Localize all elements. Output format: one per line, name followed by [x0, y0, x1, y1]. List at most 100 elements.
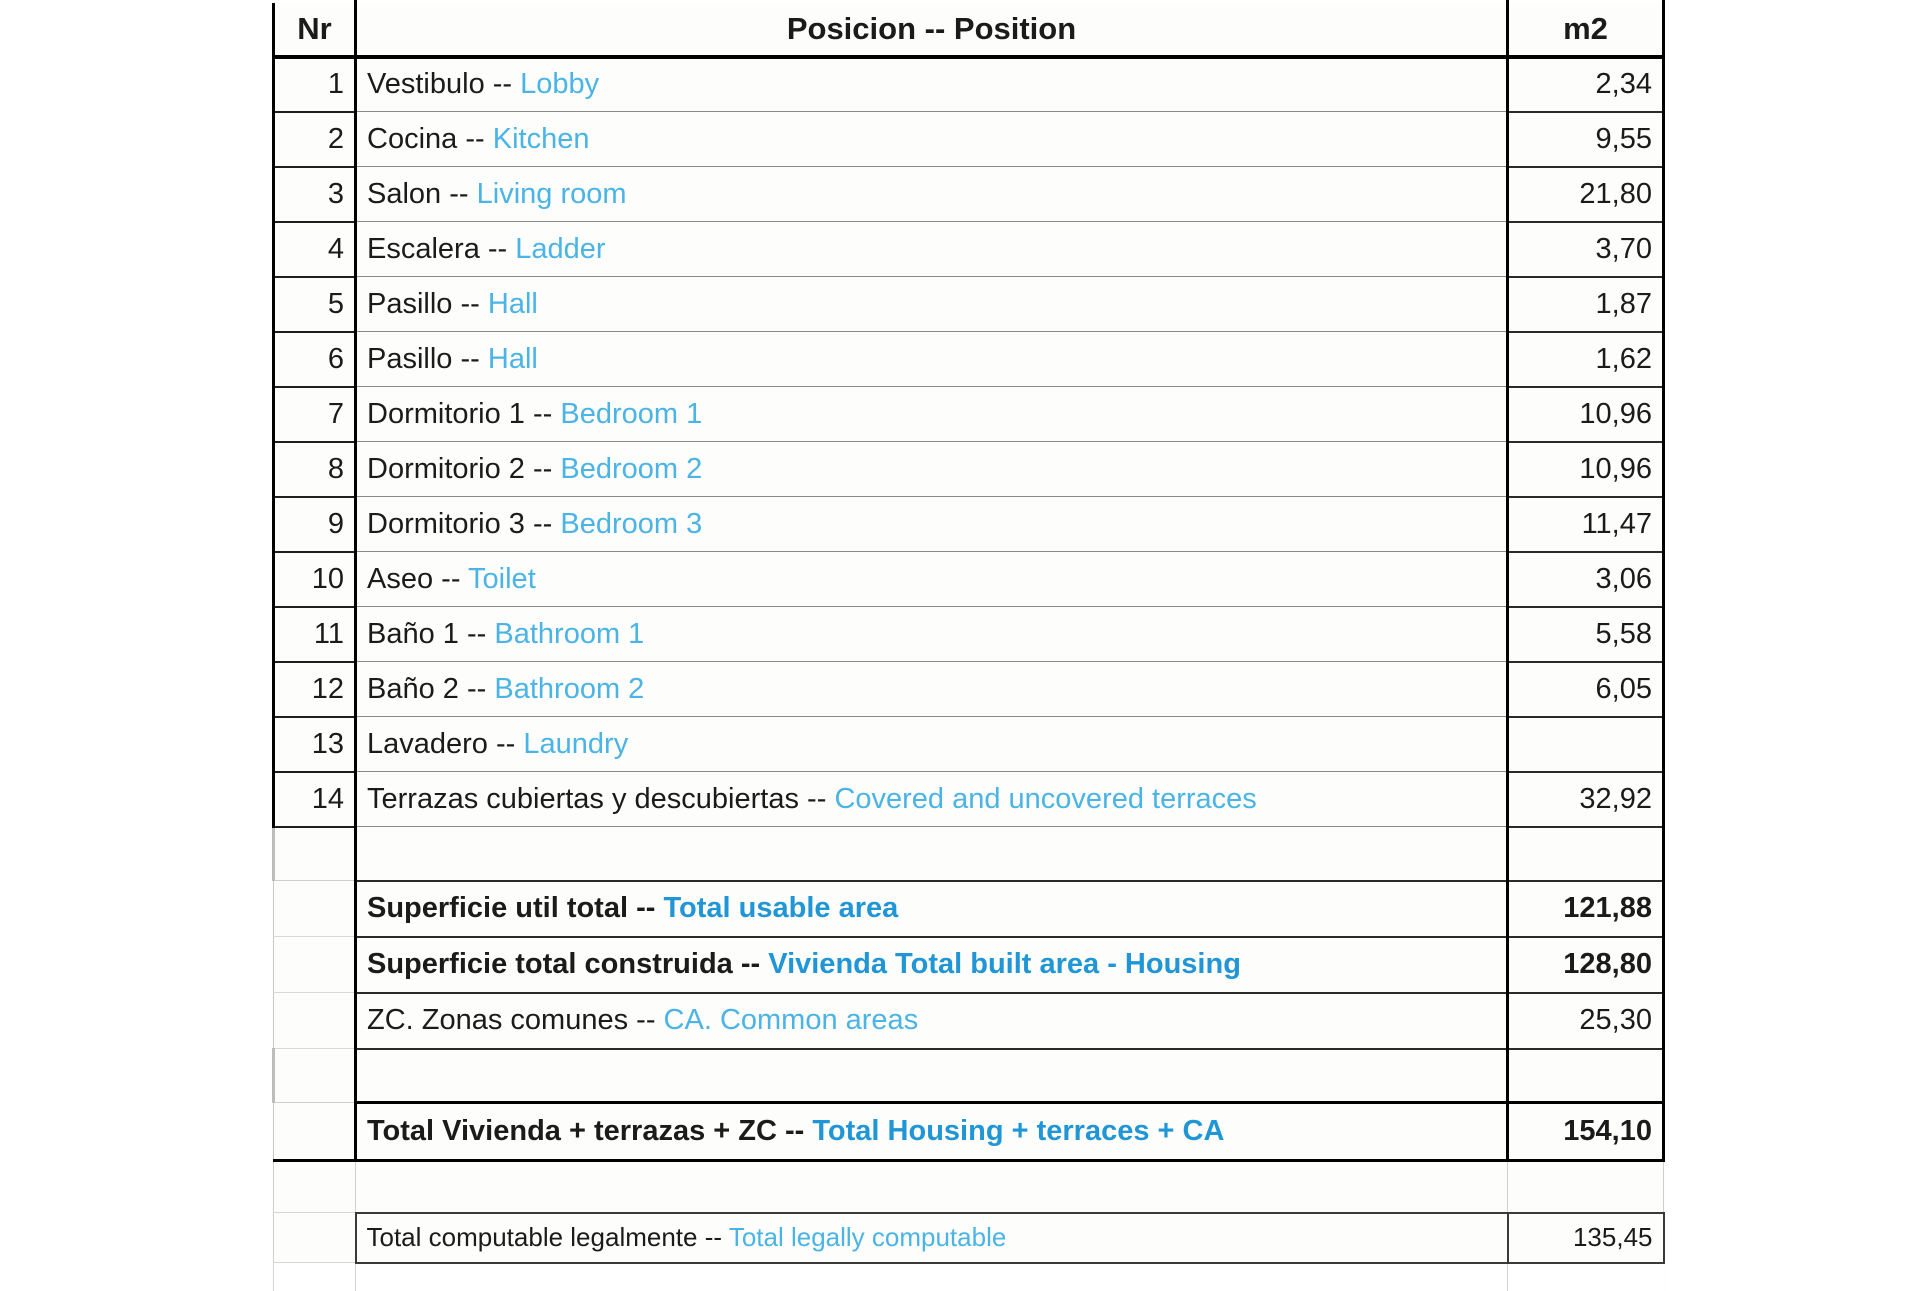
position-es: Superficie total construida	[367, 948, 733, 980]
position-separator: --	[460, 287, 480, 320]
row-position	[355, 1048, 1509, 1104]
table-row[interactable]: 5 Pasillo -- Hall 1,87	[272, 276, 1665, 333]
position-separator: --	[704, 1222, 723, 1252]
row-number	[273, 880, 357, 937]
position-separator: --	[636, 892, 656, 924]
row-area: 128,80	[1507, 936, 1665, 994]
row-area: 154,10	[1507, 1101, 1665, 1162]
row-area	[1507, 826, 1665, 882]
position-en: Hall	[487, 342, 538, 375]
position-en: Kitchen	[492, 122, 590, 155]
row-position	[355, 1160, 1508, 1213]
row-position: Baño 2 -- Bathroom 2	[355, 661, 1509, 717]
summary-row-total-usable-area[interactable]: Superficie util total -- Total usable ar…	[273, 880, 1665, 938]
position-es: ZC. Zonas comunes	[367, 1004, 637, 1036]
row-area: 11,47	[1507, 496, 1665, 553]
area-schedule-table: Nr Posicion -- Position m2 1 Vestibulo -…	[272, 0, 1665, 1291]
position-separator: --	[460, 342, 480, 375]
row-area: 9,55	[1507, 111, 1665, 168]
position-es: Dormitorio 1	[367, 397, 525, 430]
position-es: Dormitorio 3	[367, 507, 525, 540]
row-number	[272, 826, 357, 881]
position-es: Terrazas cubiertas y descubiertas	[367, 782, 799, 815]
row-position: Dormitorio 2 -- Bedroom 2	[355, 441, 1509, 497]
position-separator: --	[492, 68, 513, 101]
position-separator: --	[807, 782, 827, 815]
table-row[interactable]: 4 Escalera -- Ladder 3,70	[272, 221, 1665, 278]
position-separator: --	[466, 672, 487, 705]
table-row[interactable]: 1 Vestibulo -- Lobby 2,34	[272, 56, 1665, 113]
row-number	[273, 1212, 356, 1263]
position-es: Pasillo	[367, 287, 453, 320]
table-row[interactable]: 12 Baño 2 -- Bathroom 2 6,05	[272, 661, 1665, 718]
blank-spacer-row[interactable]	[272, 826, 1665, 882]
position-es: Escalera	[367, 232, 480, 265]
row-area: 5,58	[1507, 606, 1665, 663]
position-es: Lavadero	[367, 727, 488, 760]
row-area: 3,06	[1507, 551, 1665, 608]
position-es: Vestibulo	[367, 68, 485, 101]
row-area: 1,62	[1507, 331, 1665, 388]
row-position: Superficie util total -- Total usable ar…	[355, 880, 1509, 938]
legal-total-row[interactable]: Total computable legalmente -- Total leg…	[273, 1211, 1665, 1264]
position-en: Laundry	[523, 727, 629, 760]
position-separator: --	[533, 452, 553, 485]
summary-row-total-built-area[interactable]: Superficie total construida -- Vivienda …	[273, 936, 1665, 994]
table-body: 1 Vestibulo -- Lobby 2,34 2 Cocina -- Ki…	[272, 56, 1665, 1291]
position-en: Bathroom 1	[494, 617, 645, 650]
table-row[interactable]: 13 Lavadero -- Laundry	[272, 716, 1665, 773]
position-en: Bathroom 2	[494, 672, 645, 705]
row-position: Escalera -- Ladder	[355, 221, 1509, 277]
row-number	[273, 992, 357, 1049]
row-number: 11	[272, 606, 357, 663]
row-area: 10,96	[1507, 386, 1665, 443]
row-number: 5	[272, 276, 357, 333]
row-position: Dormitorio 3 -- Bedroom 3	[355, 496, 1509, 552]
grand-total-row[interactable]: Total Vivienda + terrazas + ZC -- Total …	[273, 1101, 1665, 1162]
position-es: Baño 1	[367, 617, 459, 650]
tail-cell-nr	[273, 1262, 356, 1291]
row-number: 2	[272, 111, 357, 168]
position-separator: --	[533, 397, 553, 430]
table-row[interactable]: 2 Cocina -- Kitchen 9,55	[272, 111, 1665, 168]
table-row[interactable]: 14 Terrazas cubiertas y descubiertas -- …	[272, 771, 1665, 828]
table-row[interactable]: 9 Dormitorio 3 -- Bedroom 3 11,47	[272, 496, 1665, 553]
summary-row-common-areas[interactable]: ZC. Zonas comunes -- CA. Common areas 25…	[273, 992, 1665, 1050]
position-en: Hall	[487, 287, 538, 320]
table-row[interactable]: 3 Salon -- Living room 21,80	[272, 166, 1665, 223]
row-area: 135,45	[1507, 1211, 1665, 1264]
row-position	[355, 826, 1509, 882]
table-row[interactable]: 11 Baño 1 -- Bathroom 1 5,58	[272, 606, 1665, 663]
table-row[interactable]: 6 Pasillo -- Hall 1,62	[272, 331, 1665, 388]
table-header-row: Nr Posicion -- Position m2	[272, 0, 1665, 59]
row-number: 10	[272, 551, 357, 608]
position-es: Baño 2	[367, 672, 459, 705]
position-en: Vivienda Total built area - Housing	[768, 948, 1241, 980]
row-number: 6	[272, 331, 357, 388]
row-number	[273, 1160, 356, 1213]
table-row[interactable]: 7 Dormitorio 1 -- Bedroom 1 10,96	[272, 386, 1665, 443]
position-separator: --	[449, 177, 469, 210]
position-es: Aseo	[367, 562, 434, 595]
row-position: Baño 1 -- Bathroom 1	[355, 606, 1509, 662]
table-row[interactable]: 8 Dormitorio 2 -- Bedroom 2 10,96	[272, 441, 1665, 498]
gap-row[interactable]	[273, 1160, 1664, 1213]
row-position: Vestibulo -- Lobby	[355, 56, 1509, 112]
position-en: Total Housing + terraces + CA	[812, 1115, 1225, 1147]
position-en: Bedroom 1	[560, 397, 703, 430]
row-area: 3,70	[1507, 221, 1665, 278]
position-separator: --	[487, 232, 508, 265]
position-separator: --	[496, 727, 516, 760]
table-row[interactable]: 10 Aseo -- Toilet 3,06	[272, 551, 1665, 608]
position-es: Total computable legalmente	[366, 1222, 698, 1252]
row-number	[273, 1102, 357, 1162]
position-en: Toilet	[468, 562, 536, 595]
blank-spacer-row[interactable]	[272, 1048, 1665, 1104]
row-position: Lavadero -- Laundry	[355, 716, 1509, 772]
row-area: 10,96	[1507, 441, 1665, 498]
header-m2: m2	[1507, 0, 1665, 59]
position-es: Dormitorio 2	[367, 452, 525, 485]
header-nr: Nr	[272, 0, 357, 59]
row-number: 4	[272, 221, 357, 278]
